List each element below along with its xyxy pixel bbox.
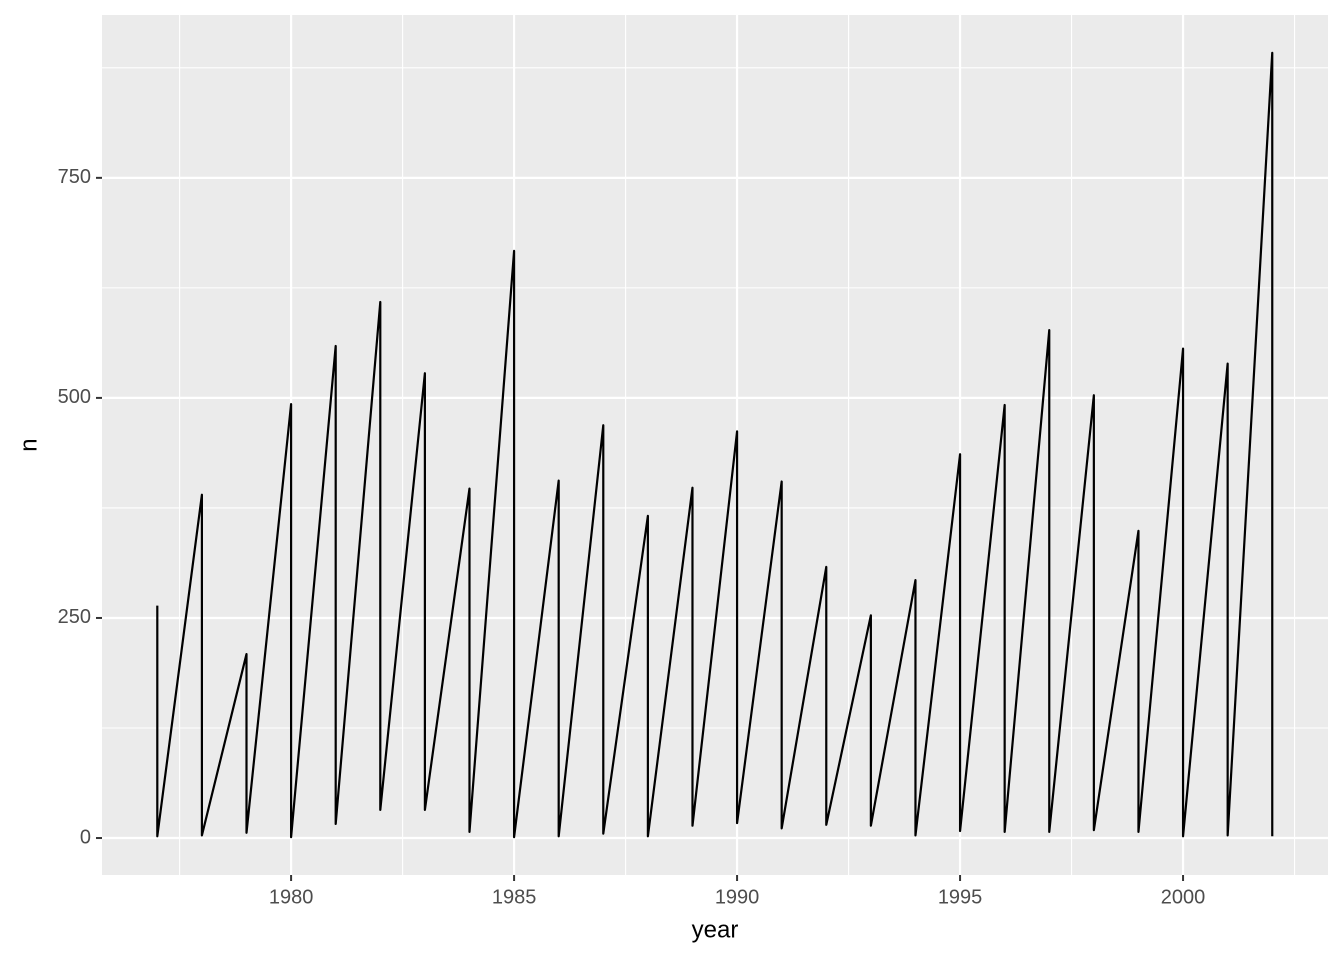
x-tick-label: 1985 [492, 886, 537, 908]
y-axis-title: n [15, 438, 42, 451]
x-tick-label: 2000 [1161, 886, 1206, 908]
y-tick-label: 500 [58, 386, 91, 408]
x-tick-label: 1980 [269, 886, 314, 908]
x-axis-title: year [692, 916, 739, 943]
y-tick-label: 750 [58, 166, 91, 188]
y-tick-label: 250 [58, 606, 91, 628]
data-line [156, 51, 1274, 839]
x-tick-label: 1990 [715, 886, 760, 908]
panel [102, 15, 1328, 875]
y-tick-label: 0 [80, 826, 91, 848]
x-tick-label: 1995 [938, 886, 983, 908]
